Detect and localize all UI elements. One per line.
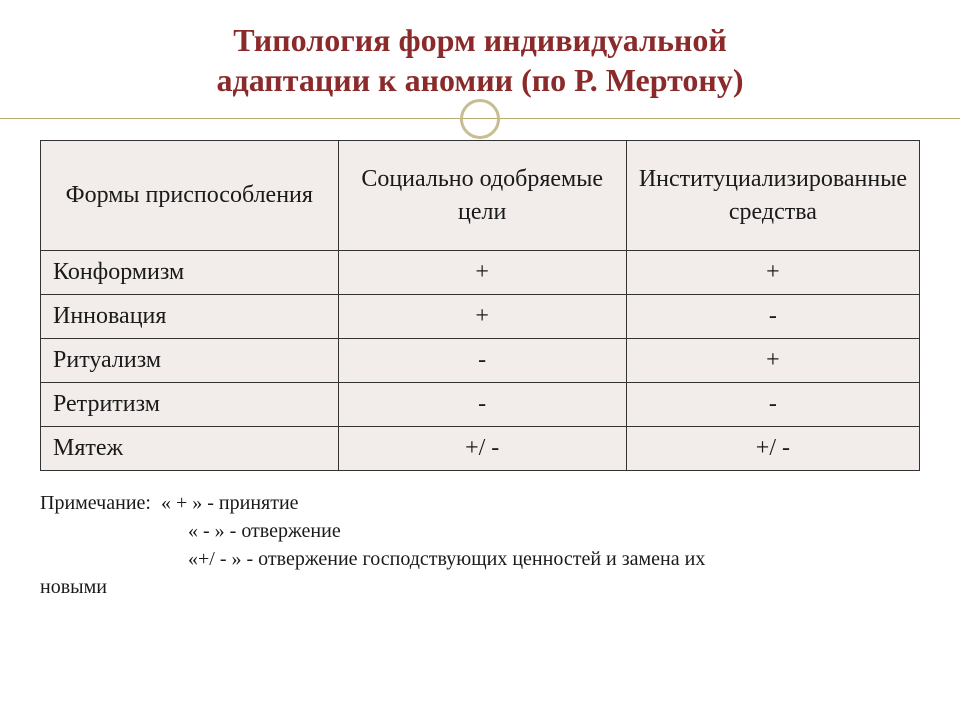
- note-line-3: «+/ - » - отвержение господствующих ценн…: [40, 545, 920, 573]
- row-means: -: [626, 295, 919, 339]
- table-header-row: Формы приспособления Социально одобряемы…: [41, 141, 920, 251]
- row-label: Ритуализм: [41, 339, 339, 383]
- row-means: -: [626, 383, 919, 427]
- row-goals: +: [338, 251, 626, 295]
- slide-title: Типология форм индивидуальной адаптации …: [40, 20, 920, 118]
- table-row: Мятеж +/ - +/ -: [41, 427, 920, 471]
- row-means: +/ -: [626, 427, 919, 471]
- table-row: Ритуализм - +: [41, 339, 920, 383]
- note-line-1: Примечание: « + » - принятие: [40, 489, 920, 517]
- col-header-means: Институциализированные средства: [626, 141, 919, 251]
- table-row: Конформизм + +: [41, 251, 920, 295]
- title-line-2: адаптации к аномии (по Р. Мертону): [217, 62, 744, 98]
- table-row: Ретритизм - -: [41, 383, 920, 427]
- note-block: Примечание: « + » - принятие « - » - отв…: [40, 489, 920, 601]
- slide: Типология форм индивидуальной адаптации …: [0, 0, 960, 720]
- note-line-2: « - » - отвержение: [40, 517, 920, 545]
- row-goals: -: [338, 339, 626, 383]
- col-header-forms: Формы приспособления: [41, 141, 339, 251]
- row-goals: -: [338, 383, 626, 427]
- row-goals: +/ -: [338, 427, 626, 471]
- note-prefix: Примечание:: [40, 492, 151, 514]
- title-line-1: Типология форм индивидуальной: [233, 22, 727, 58]
- typology-table-wrap: Формы приспособления Социально одобряемы…: [40, 140, 920, 471]
- row-label: Конформизм: [41, 251, 339, 295]
- row-label: Ретритизм: [41, 383, 339, 427]
- note-text: « + » - принятие: [161, 492, 299, 514]
- row-goals: +: [338, 295, 626, 339]
- typology-table: Формы приспособления Социально одобряемы…: [40, 140, 920, 471]
- col-header-goals: Социально одобряемые цели: [338, 141, 626, 251]
- note-line-4: новыми: [40, 573, 920, 601]
- table-row: Инновация + -: [41, 295, 920, 339]
- row-label: Инновация: [41, 295, 339, 339]
- row-means: +: [626, 339, 919, 383]
- row-means: +: [626, 251, 919, 295]
- row-label: Мятеж: [41, 427, 339, 471]
